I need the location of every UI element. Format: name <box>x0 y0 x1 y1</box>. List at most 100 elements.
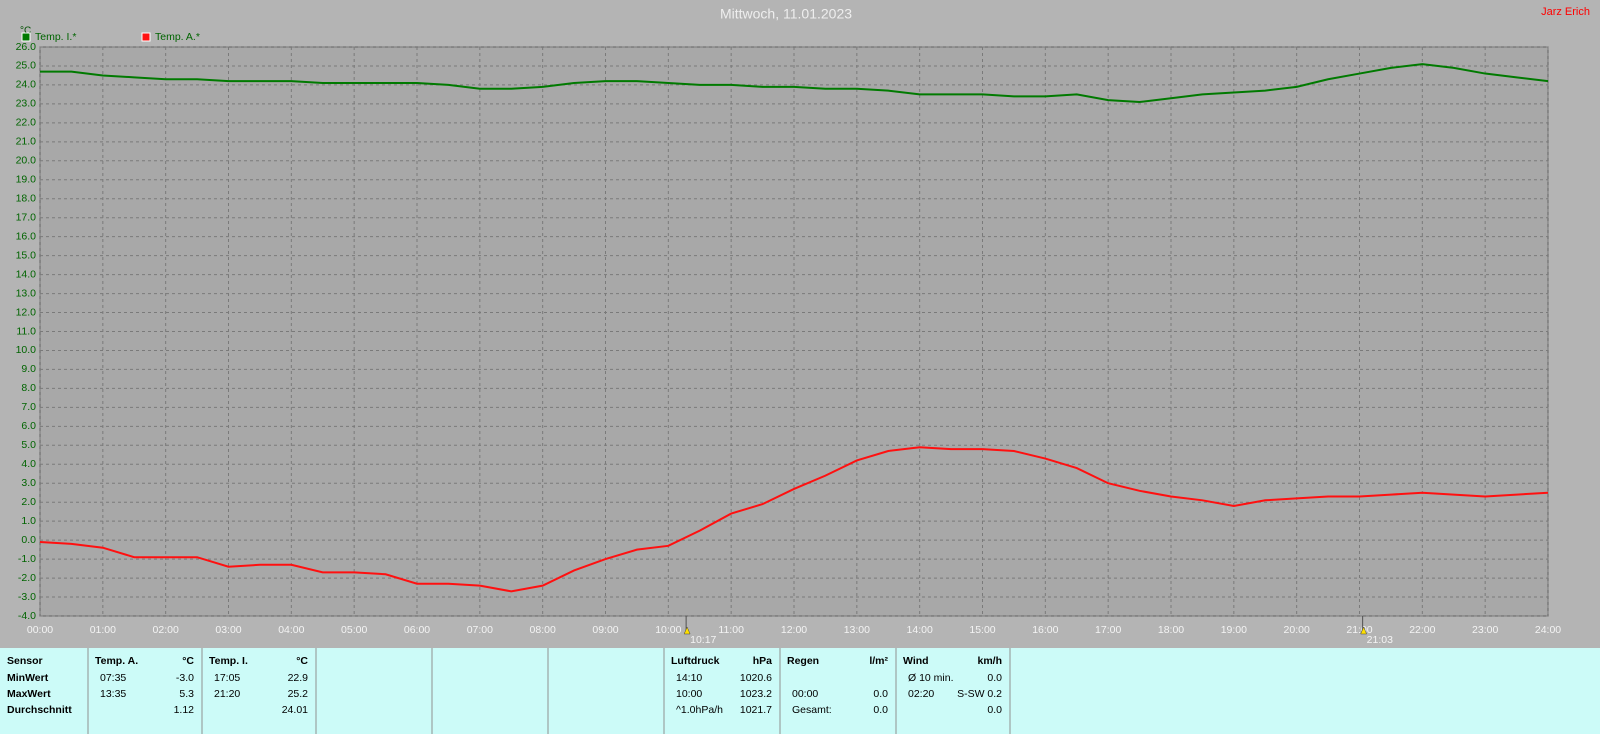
y-tick-label: 3.0 <box>21 477 36 489</box>
x-tick-label: 10:00 <box>655 624 681 636</box>
y-tick-label: -3.0 <box>18 591 36 603</box>
x-tick-label: 03:00 <box>215 624 241 636</box>
stats-panel <box>0 648 1600 734</box>
y-tick-label: 13.0 <box>16 287 37 299</box>
table-cell: Temp. I. <box>209 655 248 667</box>
y-tick-label: 17.0 <box>16 211 37 223</box>
table-cell: 1020.6 <box>740 672 772 684</box>
table-cell: 13:35 <box>100 688 126 700</box>
table-cell: Sensor <box>7 655 43 667</box>
y-tick-label: 11.0 <box>16 325 36 337</box>
table-cell: km/h <box>977 655 1002 667</box>
x-tick-label: 04:00 <box>278 624 304 636</box>
x-tick-label: 05:00 <box>341 624 367 636</box>
table-cell: 0.0 <box>987 672 1002 684</box>
legend-swatch <box>141 32 151 42</box>
x-tick-label: 00:00 <box>27 624 53 636</box>
table-cell: -3.0 <box>176 672 194 684</box>
table-cell: hPa <box>753 655 772 667</box>
table-cell: Regen <box>787 655 819 667</box>
y-tick-label: 9.0 <box>21 363 36 375</box>
table-cell: 0.0 <box>873 704 888 716</box>
legend-swatch <box>21 32 31 42</box>
table-cell: 17:05 <box>214 672 240 684</box>
y-tick-label: 24.0 <box>16 79 37 91</box>
x-tick-label: 22:00 <box>1409 624 1435 636</box>
table-cell: 00:00 <box>792 688 818 700</box>
x-tick-label: 16:00 <box>1032 624 1058 636</box>
y-tick-label: 4.0 <box>21 458 36 470</box>
table-cell: 1021.7 <box>740 704 772 716</box>
x-tick-label: 14:00 <box>907 624 933 636</box>
marker-icon <box>683 626 691 635</box>
table-cell: 0.0 <box>873 688 888 700</box>
x-tick-label: 19:00 <box>1221 624 1247 636</box>
y-tick-label: 19.0 <box>16 174 37 186</box>
y-tick-label: -1.0 <box>18 553 36 565</box>
y-tick-label: 7.0 <box>21 401 36 413</box>
table-cell: Ø 10 min. <box>908 672 954 684</box>
table-cell: 14:10 <box>676 672 702 684</box>
table-cell: 5.3 <box>179 688 194 700</box>
x-tick-label: 02:00 <box>153 624 179 636</box>
y-tick-label: 23.0 <box>16 98 37 110</box>
y-tick-label: 10.0 <box>16 344 37 356</box>
table-cell: 1023.2 <box>740 688 772 700</box>
x-tick-label: 01:00 <box>90 624 116 636</box>
y-tick-label: 22.0 <box>16 117 37 129</box>
y-tick-label: 20.0 <box>16 155 37 167</box>
table-cell: 10:00 <box>676 688 702 700</box>
x-tick-label: 06:00 <box>404 624 430 636</box>
y-tick-label: 14.0 <box>16 268 37 280</box>
x-tick-label: 13:00 <box>844 624 870 636</box>
table-cell: ^1.0hPa/h <box>676 704 723 716</box>
x-tick-label: 09:00 <box>592 624 618 636</box>
x-tick-label: 08:00 <box>530 624 556 636</box>
y-tick-label: 12.0 <box>16 306 37 318</box>
table-cell: Wind <box>903 655 929 667</box>
y-tick-label: -2.0 <box>18 572 36 584</box>
x-tick-label: 17:00 <box>1095 624 1121 636</box>
series-line <box>39 446 1549 593</box>
y-tick-label: 21.0 <box>16 136 37 148</box>
legend-label: Temp. A.* <box>155 31 200 43</box>
table-cell: Durchschnitt <box>7 704 72 716</box>
x-tick-label: 11:00 <box>718 624 744 636</box>
y-tick-label: 15.0 <box>16 249 37 261</box>
legend-label: Temp. I.* <box>35 31 76 43</box>
y-tick-label: 1.0 <box>21 515 36 527</box>
y-tick-label: 2.0 <box>21 496 36 508</box>
y-tick-label: 8.0 <box>21 382 36 394</box>
table-cell: °C <box>296 655 308 667</box>
table-cell: °C <box>182 655 194 667</box>
table-cell: 21:20 <box>214 688 240 700</box>
y-tick-label: 5.0 <box>21 439 36 451</box>
y-tick-label: 26.0 <box>16 41 37 53</box>
table-cell: 25.2 <box>288 688 309 700</box>
marker-label: 10:17 <box>690 634 716 646</box>
y-tick-label: 16.0 <box>16 230 37 242</box>
marker-icon <box>1360 626 1368 635</box>
table-cell: 22.9 <box>288 672 309 684</box>
table-cell: Luftdruck <box>671 655 720 667</box>
y-tick-label: 25.0 <box>16 60 37 72</box>
table-cell: 02:20 <box>908 688 934 700</box>
marker-label: 21:03 <box>1367 634 1393 646</box>
owner: Jarz Erich <box>1541 6 1590 18</box>
y-axis-label: °C <box>20 26 31 37</box>
chart-title: Mittwoch, 11.01.2023 <box>720 6 852 22</box>
x-tick-label: 15:00 <box>969 624 995 636</box>
y-tick-label: 0.0 <box>21 534 36 546</box>
table-cell: 07:35 <box>100 672 126 684</box>
x-tick-label: 18:00 <box>1158 624 1184 636</box>
table-cell: 1.12 <box>174 704 195 716</box>
series-line <box>40 63 1549 104</box>
table-cell: Temp. A. <box>95 655 138 667</box>
x-tick-label: 24:00 <box>1535 624 1561 636</box>
table-cell: MaxWert <box>7 688 51 700</box>
table-cell: S-SW 0.2 <box>957 688 1002 700</box>
table-cell: Gesamt: <box>792 704 832 716</box>
x-tick-label: 23:00 <box>1472 624 1498 636</box>
table-cell: 0.0 <box>987 704 1002 716</box>
